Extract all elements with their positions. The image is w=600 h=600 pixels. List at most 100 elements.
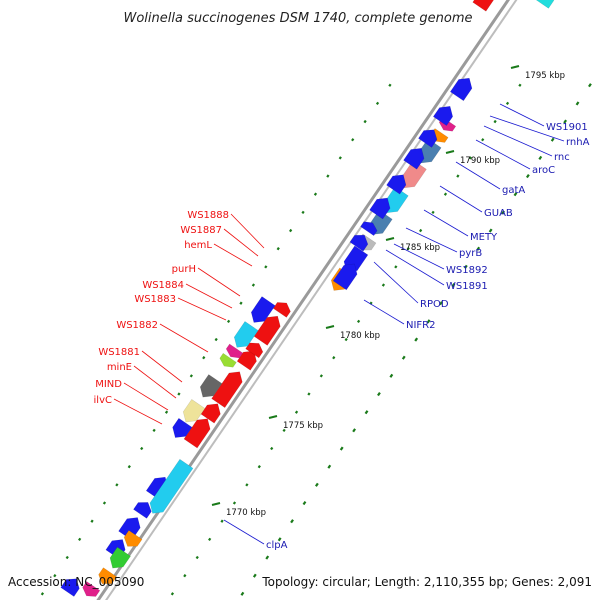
gc-dot	[463, 264, 468, 269]
gene-label-right[interactable]: aroC	[532, 165, 555, 176]
gene-arrow[interactable]	[397, 159, 427, 192]
gene-arrow[interactable]	[60, 574, 83, 597]
gc-dot	[307, 392, 311, 396]
gene-shape	[183, 418, 211, 449]
gene-label-right[interactable]: NIFR2	[406, 320, 436, 331]
gene-arrow[interactable]	[196, 374, 223, 401]
gene-label-right[interactable]: WS1892	[446, 265, 488, 276]
leader-line	[489, 115, 565, 142]
gc-dot	[152, 428, 156, 433]
gc-dot	[518, 83, 522, 87]
gene-arrow[interactable]	[472, 0, 503, 12]
gene-arrow[interactable]	[106, 546, 131, 573]
gene-shape	[250, 296, 276, 323]
tick-label: 1770 kbp	[226, 508, 266, 518]
gene-label-right[interactable]: RPOD	[420, 299, 449, 310]
gene-label-left[interactable]: WS1887	[180, 225, 222, 236]
gene-arrow[interactable]	[534, 0, 557, 9]
gene-arrow[interactable]	[230, 321, 259, 351]
gene-arrow[interactable]	[169, 417, 193, 442]
gene-label-left[interactable]: MIND	[95, 379, 122, 390]
gene-shape	[225, 343, 244, 359]
gene-arrow[interactable]	[200, 399, 224, 424]
gene-arrow[interactable]	[80, 581, 101, 600]
gene-shape	[349, 234, 369, 252]
gene-label-right[interactable]: pyrB	[459, 248, 482, 259]
gene-label-left[interactable]: WS1884	[142, 280, 184, 291]
gene-label-right[interactable]: GUAB	[484, 208, 513, 219]
gene-label-left[interactable]: purH	[172, 264, 196, 275]
backbone-line-inner	[105, 0, 518, 600]
gc-dot	[314, 482, 319, 487]
gene-arrow[interactable]	[449, 74, 476, 102]
gene-arrow[interactable]	[418, 125, 440, 148]
gc-dot	[302, 500, 307, 506]
gc-dot	[289, 228, 293, 233]
gene-label-left[interactable]: hemL	[184, 240, 212, 251]
gene-label-left[interactable]: ilvC	[94, 395, 112, 406]
leader-line	[123, 382, 169, 411]
gc-dot	[214, 337, 218, 342]
gene-features	[60, 0, 557, 600]
gc-dot	[414, 337, 419, 342]
gene-arrow[interactable]	[224, 343, 244, 361]
gene-arrow[interactable]	[432, 102, 456, 127]
gene-shape	[332, 263, 358, 291]
gene-arrow[interactable]	[146, 458, 194, 518]
gene-label-right[interactable]: clpA	[266, 540, 288, 551]
gene-arrow[interactable]	[211, 367, 247, 408]
gene-shape	[449, 77, 473, 102]
gc-dot	[389, 373, 394, 378]
leader-line	[213, 243, 253, 267]
gene-arrow[interactable]	[218, 352, 237, 370]
gc-dot	[326, 174, 330, 178]
gc-dot	[90, 519, 94, 523]
gene-arrow[interactable]	[403, 144, 428, 170]
gene-arrow[interactable]	[133, 498, 154, 519]
gene-label-right[interactable]: rnc	[554, 152, 570, 163]
gene-arrow[interactable]	[179, 399, 206, 426]
gene-arrow[interactable]	[183, 414, 214, 449]
gene-arrow[interactable]	[386, 170, 410, 195]
gc-dot	[264, 265, 268, 269]
gene-label-right[interactable]: rnhA	[566, 137, 590, 148]
gene-arrow[interactable]	[272, 298, 293, 318]
gene-label-right[interactable]: gatA	[502, 185, 525, 196]
gc-dot	[40, 592, 45, 596]
gc-dot	[363, 119, 367, 124]
gc-dot	[550, 137, 555, 142]
gene-label-right[interactable]: METY	[470, 232, 498, 243]
gene-label-left[interactable]: minE	[107, 362, 132, 373]
gene-label-left[interactable]: WS1883	[134, 294, 176, 305]
gc-dot	[332, 356, 336, 360]
tick-label: 1785 kbp	[400, 243, 440, 253]
gc-dot	[419, 228, 423, 233]
gc-dot	[563, 119, 568, 124]
gene-arrow[interactable]	[121, 529, 143, 551]
summary-text: Topology: circular; Length: 2,110,355 bp…	[261, 575, 592, 589]
gc-dot	[377, 391, 381, 397]
gc-dot	[339, 446, 344, 451]
gc-dot	[277, 537, 282, 542]
gene-arrow[interactable]	[95, 567, 117, 589]
gene-label-left[interactable]: WS1882	[116, 320, 158, 331]
gene-label-left[interactable]: WS1888	[187, 210, 229, 221]
gene-arrow[interactable]	[247, 296, 276, 327]
leader-line	[185, 283, 233, 309]
gene-label-right[interactable]: WS1901	[546, 122, 588, 133]
gene-shape	[360, 221, 378, 237]
gene-shape	[98, 567, 117, 584]
gene-arrow[interactable]	[360, 218, 380, 237]
gene-label-left[interactable]: WS1881	[98, 347, 140, 358]
gene-shape	[432, 106, 453, 127]
gene-arrow[interactable]	[349, 231, 371, 252]
tick-mark	[211, 502, 221, 506]
gene-arrow[interactable]	[369, 193, 394, 220]
leader-line	[393, 243, 445, 270]
gene-shape	[418, 129, 438, 148]
gene-label-right[interactable]: WS1891	[446, 281, 488, 292]
gc-dot	[240, 591, 245, 596]
gene-shape	[109, 546, 131, 569]
gene-arrow[interactable]	[332, 259, 361, 291]
